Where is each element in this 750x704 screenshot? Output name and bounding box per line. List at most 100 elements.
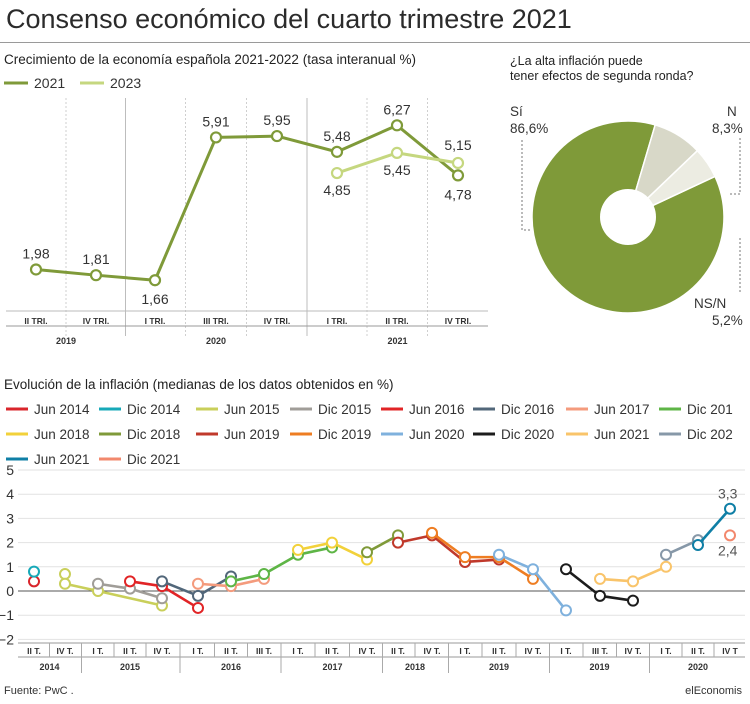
pie-label-value: 5,2% (712, 313, 743, 328)
data-point (156, 592, 168, 605)
data-point (29, 263, 43, 276)
x-tick-label: IV TRI. (445, 316, 471, 326)
data-point (390, 119, 404, 132)
data-label: 2,4 (718, 542, 738, 558)
data-point (330, 166, 344, 180)
legend-label: Jun 2016 (409, 402, 465, 417)
x-tick-label: I T. (292, 646, 303, 656)
legend-label: Jun 2019 (224, 427, 280, 442)
data-point (426, 526, 438, 539)
y-tick-label: 1 (6, 559, 14, 575)
x-group-label: 2019 (489, 662, 509, 672)
x-group-label: 2018 (405, 662, 425, 672)
legend-label: Jun 2018 (34, 427, 90, 442)
series-line (697, 507, 731, 546)
leader-line (521, 140, 530, 231)
series-line-2021 (35, 123, 459, 282)
x-tick-label: III T. (592, 646, 608, 656)
x-tick-label: IV T. (524, 646, 541, 656)
x-tick-label: IV T. (624, 646, 641, 656)
pie-hole (600, 189, 656, 245)
pie-question-line-1: ¿La alta inflación puede (510, 54, 643, 68)
inflation-chart-title: Evolución de la inflación (medianas de l… (4, 377, 394, 392)
data-point (493, 548, 505, 561)
y-tick-label: −1 (0, 607, 14, 623)
data-point (59, 577, 71, 590)
title-divider (0, 42, 750, 43)
data-point (527, 563, 539, 576)
legend-label: Jun 2015 (224, 402, 280, 417)
data-point (28, 575, 40, 588)
x-tick-label: IV TRI. (83, 316, 109, 326)
pie-label-name: NS/N (694, 296, 726, 311)
brand-logo-text: elEconomis (685, 685, 742, 697)
data-point (225, 575, 237, 588)
legend-label: Dic 201 (687, 402, 733, 417)
data-point (326, 536, 338, 549)
data-label: 6,27 (383, 101, 410, 117)
x-group-label: 2019 (589, 662, 609, 672)
x-tick-label: I T. (192, 646, 203, 656)
data-point (156, 575, 168, 588)
data-point (258, 568, 270, 581)
x-tick-label: II TRI. (24, 316, 47, 326)
data-point (459, 551, 471, 564)
inflation-chart: Jun 2014 Dic 2014 Jun 2015 Dic 2015 Jun 2016… (0, 402, 745, 673)
x-tick-label: I T. (459, 646, 470, 656)
data-label: 5,48 (323, 128, 350, 144)
legend-label: Dic 202 (687, 427, 733, 442)
data-point (59, 568, 71, 581)
page-title: Consenso económico del cuarto trimestre … (6, 4, 572, 34)
legend-label-2021: 2021 (34, 75, 65, 91)
x-tick-label: II T. (391, 646, 405, 656)
data-point (270, 129, 284, 143)
data-label: 5,45 (383, 162, 410, 178)
series-line (63, 574, 163, 607)
y-tick-label: 3 (6, 510, 14, 526)
leader-line (728, 138, 741, 195)
x-tick-label: I T. (560, 646, 571, 656)
data-label: 5,91 (202, 113, 229, 129)
x-tick-label: IV T. (423, 646, 440, 656)
x-group-label: 2020 (206, 336, 226, 346)
data-point (192, 601, 204, 614)
x-tick-label: IV T. (358, 646, 375, 656)
data-label: 4,85 (323, 182, 350, 198)
data-point (560, 604, 572, 617)
x-tick-label: III T. (256, 646, 272, 656)
data-point (594, 589, 606, 602)
legend-label: Dic 2019 (318, 427, 371, 442)
data-point (209, 131, 223, 144)
x-tick-label: II T. (123, 646, 137, 656)
legend-label: Jun 2021 (34, 452, 90, 467)
legend-label: Dic 2014 (127, 402, 181, 417)
x-group-label: 2017 (322, 662, 342, 672)
data-label: 1,81 (82, 251, 109, 267)
data-point (560, 563, 572, 576)
data-point (451, 156, 465, 170)
data-point (192, 589, 204, 602)
y-tick-label: 5 (6, 462, 14, 478)
x-tick-label: I T. (660, 646, 671, 656)
pie-label-name: N (727, 104, 737, 119)
growth-chart-title: Crecimiento de la economía española 2021… (4, 52, 417, 67)
x-tick-label: II T. (691, 646, 705, 656)
x-tick-label: I TRI. (145, 316, 166, 326)
x-tick-label: II T. (27, 646, 41, 656)
data-point (692, 539, 704, 552)
x-group-label: 2014 (39, 662, 59, 672)
data-point (292, 543, 304, 556)
y-tick-label: 0 (6, 583, 14, 599)
source-note: Fuente: PwC . (4, 685, 74, 697)
data-label: 3,3 (718, 486, 738, 502)
legend-label: Dic 2018 (127, 427, 180, 442)
legend-label: Dic 2015 (318, 402, 371, 417)
data-point (627, 594, 639, 607)
x-group-label: 2015 (120, 662, 140, 672)
data-point (392, 536, 404, 549)
x-tick-label: II T. (224, 646, 238, 656)
pie-label-name: Sí (510, 104, 523, 119)
data-label: 1,98 (22, 245, 49, 261)
series-line (230, 546, 333, 583)
y-tick-label: −2 (0, 631, 14, 647)
